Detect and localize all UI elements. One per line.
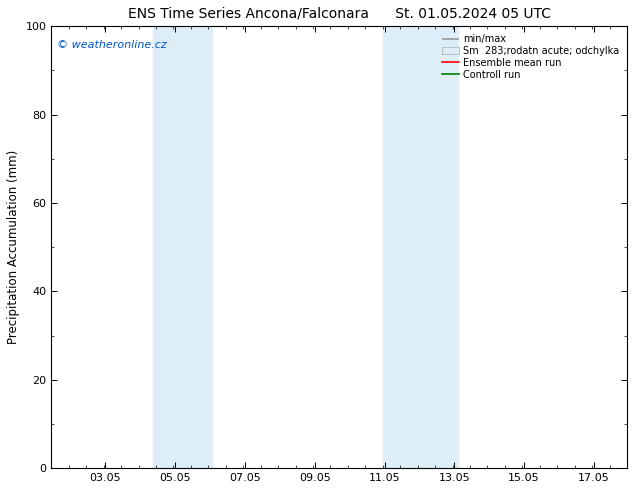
Y-axis label: Precipitation Accumulation (mm): Precipitation Accumulation (mm)	[7, 150, 20, 344]
Legend: min/max, Sm  283;rodatn acute; odchylka, Ensemble mean run, Controll run: min/max, Sm 283;rodatn acute; odchylka, …	[439, 31, 622, 83]
Bar	[383, 26, 458, 468]
Text: © weatheronline.cz: © weatheronline.cz	[57, 40, 167, 49]
Bar	[153, 26, 212, 468]
Title: ENS Time Series Ancona/Falconara      St. 01.05.2024 05 UTC: ENS Time Series Ancona/Falconara St. 01.…	[127, 7, 551, 21]
